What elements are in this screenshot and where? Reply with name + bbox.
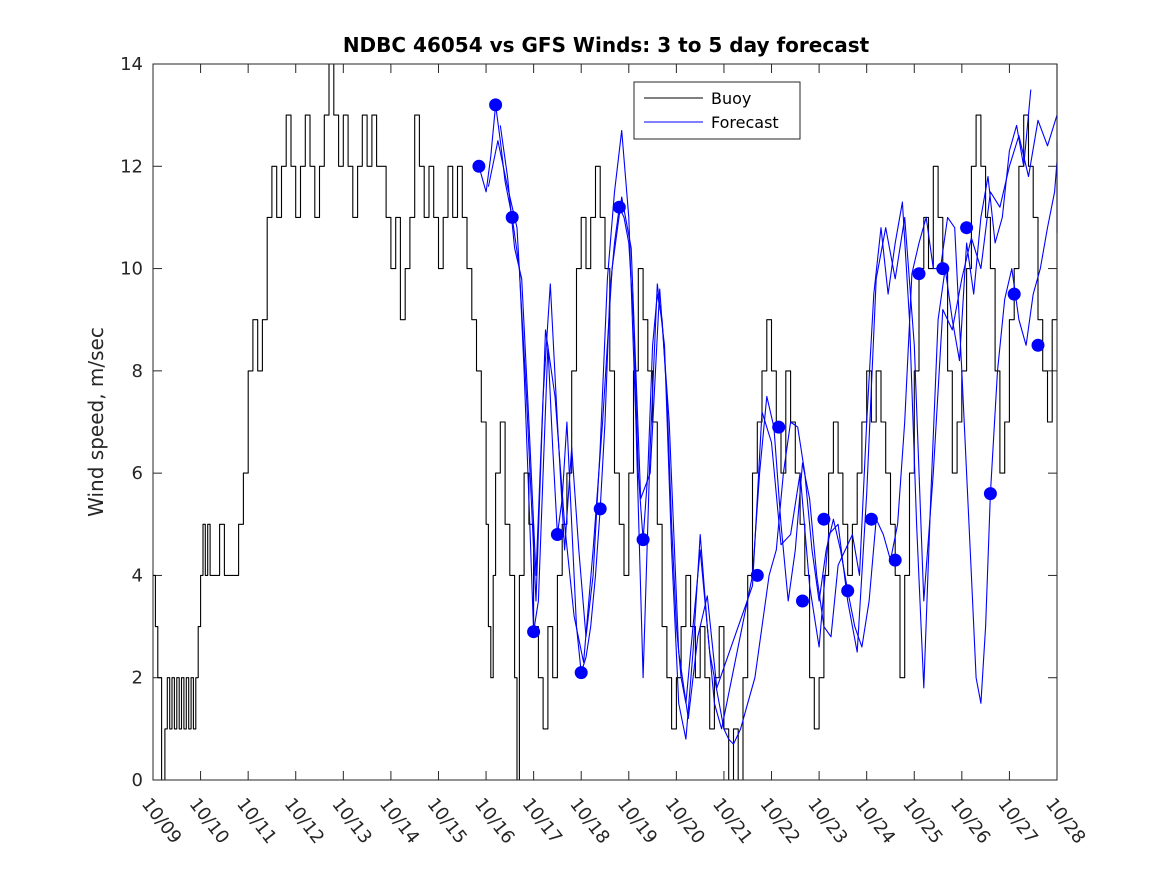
buoy-series-line (153, 63, 1058, 781)
y-tick-label: 6 (132, 463, 143, 484)
forecast-marker (1031, 338, 1045, 352)
forecast-marker (593, 502, 607, 516)
forecast-marker (772, 420, 786, 434)
y-tick-label: 14 (120, 54, 143, 75)
y-tick-label: 0 (132, 770, 143, 791)
forecast-series-line-3 (487, 114, 1058, 720)
legend: Buoy Forecast (633, 81, 801, 140)
y-axis-ticks: 0 2 4 6 8 10 12 14 (120, 54, 1057, 791)
plot-series (153, 63, 1058, 781)
forecast-marker (505, 210, 519, 224)
forecast-marker (817, 512, 831, 526)
forecast-marker (612, 200, 626, 214)
legend-entry-buoy: Buoy (711, 89, 751, 108)
forecast-series-line-1 (478, 104, 1058, 745)
forecast-marker (527, 625, 541, 639)
legend-box (633, 81, 801, 140)
forecast-marker (489, 98, 503, 112)
forecast-marker (960, 221, 974, 235)
forecast-marker (983, 487, 997, 501)
forecast-marker (796, 594, 809, 608)
y-tick-label: 2 (132, 668, 143, 689)
forecast-marker (750, 568, 764, 582)
plot-markers (472, 98, 1045, 680)
forecast-marker (936, 262, 950, 276)
forecast-marker (864, 512, 878, 526)
forecast-series-line-2 (499, 89, 1032, 740)
y-tick-label: 12 (120, 156, 143, 177)
y-tick-label: 4 (132, 565, 143, 586)
y-axis-label: Wind speed, m/sec (84, 327, 108, 517)
y-tick-label: 10 (120, 259, 143, 280)
chart-title: NDBC 46054 vs GFS Winds: 3 to 5 day fore… (343, 33, 870, 57)
forecast-marker (841, 584, 855, 598)
legend-entry-forecast: Forecast (711, 113, 779, 132)
forecast-marker (888, 553, 902, 567)
forecast-marker (636, 533, 650, 547)
forecast-marker (912, 267, 926, 281)
y-tick-label: 8 (132, 361, 143, 382)
plot-area-border (152, 63, 1058, 781)
forecast-marker (472, 159, 486, 173)
forecast-marker (550, 528, 564, 541)
forecast-marker (1007, 287, 1021, 301)
forecast-marker (574, 666, 588, 680)
